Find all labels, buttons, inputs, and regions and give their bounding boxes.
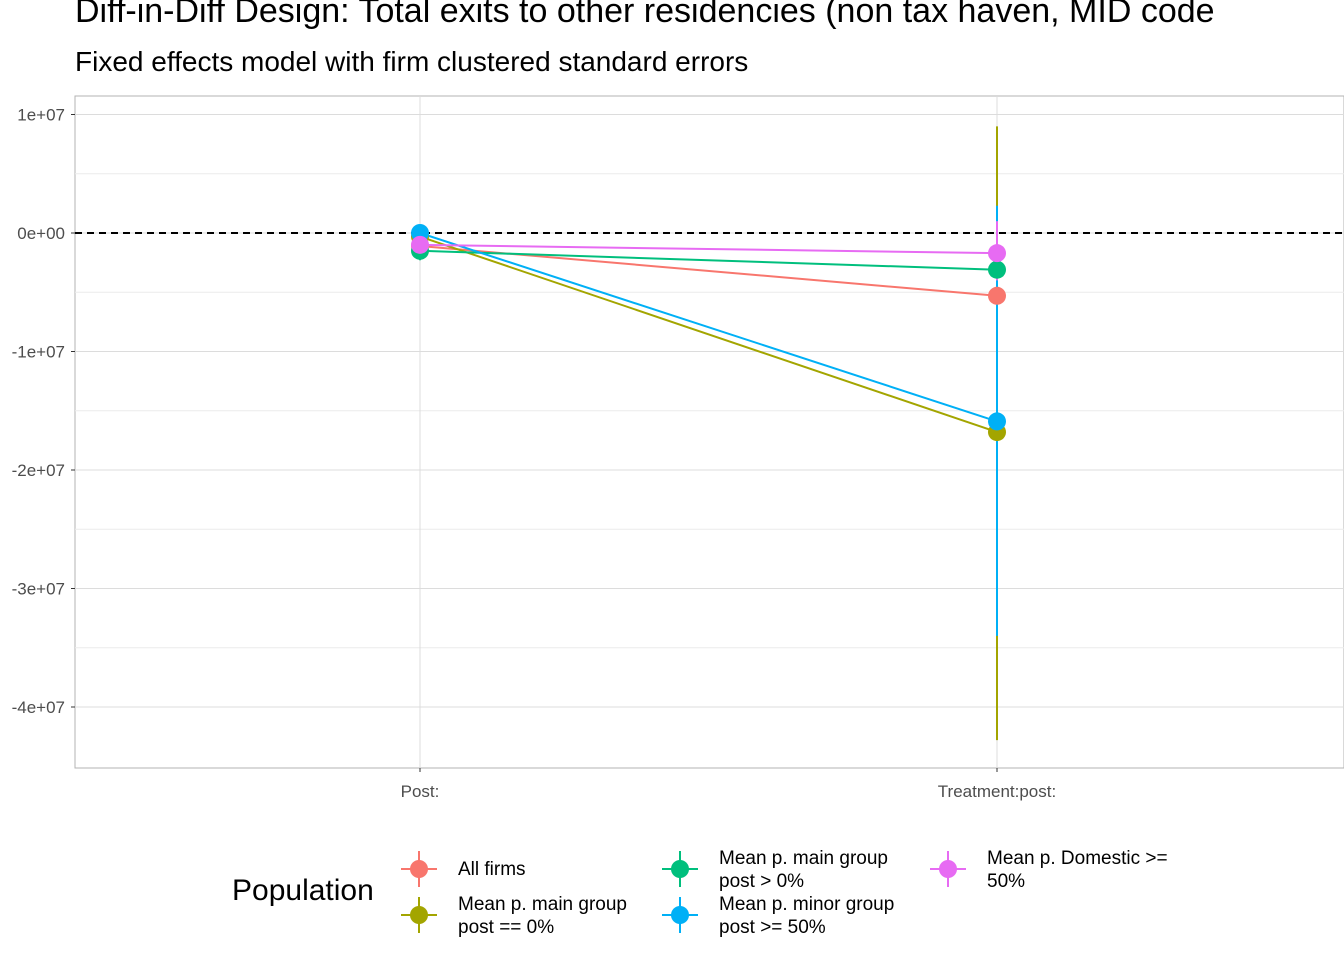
legend-label: Mean p. Domestic >= 50% xyxy=(987,848,1168,892)
legend-label: All firms xyxy=(458,859,526,880)
x-tick-label: Treatment:post: xyxy=(938,782,1056,801)
data-point xyxy=(988,260,1006,279)
series-line xyxy=(419,249,998,271)
x-tick-label: Post: xyxy=(401,782,440,801)
series-line xyxy=(419,235,998,434)
data-point xyxy=(988,244,1006,263)
legend-label: Mean p. main group post == 0% xyxy=(458,894,627,938)
data-point xyxy=(411,235,429,254)
y-tick-label: 1e+07 xyxy=(17,106,65,125)
legend-label: Mean p. main group post > 0% xyxy=(719,848,888,892)
chart-subtitle: Fixed effects model with firm clustered … xyxy=(75,46,749,77)
chart-title: Diff-in-Diff Design: Total exits to othe… xyxy=(75,0,1215,30)
legend-label: Mean p. minor group post >= 50% xyxy=(719,894,895,938)
series-line xyxy=(419,232,998,423)
series-line xyxy=(419,243,998,255)
data-point xyxy=(988,412,1006,431)
legend-title: Population xyxy=(232,874,374,907)
y-tick-label: -1e+07 xyxy=(12,343,65,362)
y-tick-label: -3e+07 xyxy=(12,580,65,599)
y-tick-label: -4e+07 xyxy=(12,698,65,717)
y-tick-label: 0e+00 xyxy=(17,224,65,243)
data-point xyxy=(988,286,1006,305)
plot-panel xyxy=(74,95,1344,769)
y-tick-label: -2e+07 xyxy=(12,461,65,480)
